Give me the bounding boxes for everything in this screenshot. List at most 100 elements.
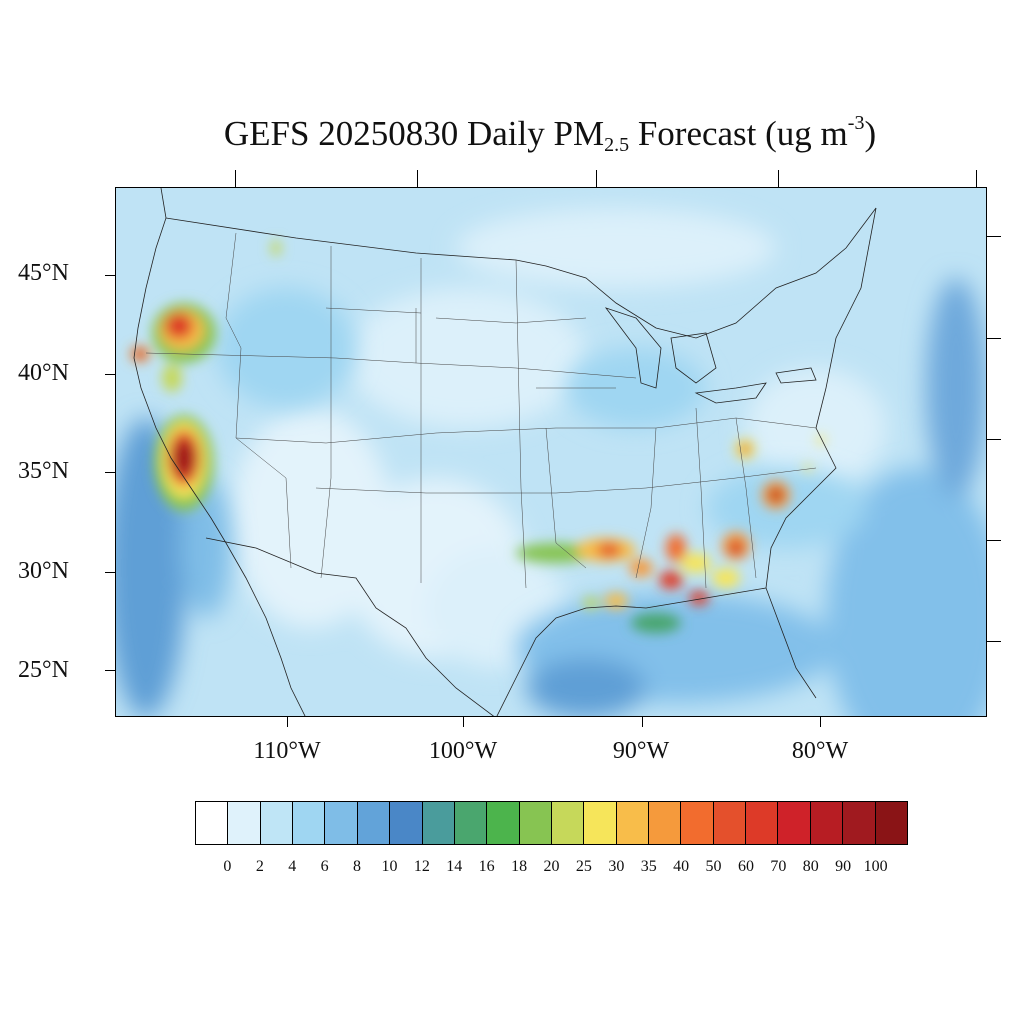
colorbar-bin bbox=[616, 802, 650, 844]
colorbar-bin bbox=[228, 802, 261, 844]
state-line bbox=[225, 232, 292, 569]
state-line bbox=[320, 246, 332, 579]
colorbar-tick-label: 8 bbox=[353, 858, 362, 875]
colorbar-bin bbox=[519, 802, 552, 844]
band-georgia-core bbox=[729, 541, 743, 555]
colorbar-tick-label: 0 bbox=[223, 858, 232, 875]
colorbar-bin bbox=[422, 802, 455, 844]
top-tick bbox=[596, 170, 597, 187]
state-line bbox=[735, 417, 757, 579]
plume-norcal-core bbox=[165, 313, 193, 339]
colorbar-bin bbox=[325, 802, 358, 844]
title-suffix: ) bbox=[864, 114, 877, 153]
colorbar-bin bbox=[875, 802, 907, 844]
colorbar-tick-label: 14 bbox=[446, 858, 463, 875]
band-south-ms bbox=[659, 571, 683, 589]
lake-huron bbox=[670, 332, 717, 384]
lon-label-110w: 110°W bbox=[253, 738, 321, 764]
lat-label-35n: 35°N bbox=[18, 458, 69, 484]
east-coastline bbox=[765, 207, 877, 699]
colorbar-tick-label: 18 bbox=[511, 858, 528, 875]
state-line bbox=[635, 427, 657, 579]
boundaries bbox=[133, 188, 877, 716]
lon-tick bbox=[642, 717, 643, 727]
map-canvas bbox=[116, 188, 986, 716]
colorbar-bin bbox=[260, 802, 294, 844]
idaho-moderate bbox=[216, 288, 356, 408]
lake-ontario bbox=[775, 367, 817, 384]
state-line bbox=[545, 427, 587, 569]
lat-tick bbox=[105, 374, 115, 375]
colorbar-tick-label: 40 bbox=[673, 858, 690, 875]
colorbar bbox=[195, 801, 908, 845]
band-new-orleans bbox=[604, 593, 628, 609]
midwest-moderate bbox=[566, 348, 706, 428]
state-lines bbox=[145, 232, 817, 589]
colorbar-bin bbox=[746, 802, 779, 844]
colorbar-tick-label: 70 bbox=[770, 858, 787, 875]
california-coast-moderate bbox=[181, 478, 231, 618]
lat-label-40n: 40°N bbox=[18, 360, 69, 386]
band-mississippi bbox=[629, 559, 653, 577]
colorbar-bin bbox=[487, 802, 520, 844]
top-tick bbox=[417, 170, 418, 187]
colorbar-tick-label: 25 bbox=[575, 858, 592, 875]
title-middle: Forecast (ug m bbox=[629, 114, 848, 153]
band-alabama-west bbox=[681, 553, 711, 573]
lat-tick bbox=[105, 472, 115, 473]
colorbar-tick-label: 60 bbox=[737, 858, 754, 875]
lon-tick bbox=[287, 717, 288, 727]
smoke-plumes bbox=[130, 240, 825, 633]
colorbar-tick-label: 4 bbox=[288, 858, 297, 875]
colorbar-bin bbox=[843, 802, 876, 844]
colorbar-bin bbox=[649, 802, 682, 844]
band-gulf-water bbox=[631, 613, 681, 633]
pm25-map bbox=[115, 187, 987, 717]
band-louisiana-core bbox=[597, 543, 621, 557]
band-louisiana-west bbox=[516, 543, 596, 563]
colorbar-tick-label: 50 bbox=[705, 858, 722, 875]
title-superscript: -3 bbox=[847, 112, 865, 134]
state-line bbox=[695, 407, 707, 589]
state-line bbox=[515, 259, 527, 589]
colorbar-tick-label: 35 bbox=[640, 858, 657, 875]
right-tick bbox=[987, 439, 1001, 440]
right-tick bbox=[987, 641, 1001, 642]
atlantic-north-moderate bbox=[926, 278, 986, 498]
canada-border-east bbox=[515, 207, 877, 339]
right-tick bbox=[987, 236, 1001, 237]
colorbar-tick-label: 2 bbox=[255, 858, 264, 875]
colorbar-tick-label: 90 bbox=[835, 858, 852, 875]
top-tick bbox=[778, 170, 779, 187]
lon-label-100w: 100°W bbox=[428, 738, 498, 764]
colorbar-tick-label: 80 bbox=[802, 858, 819, 875]
mexico-border bbox=[205, 537, 495, 716]
lon-label-80w: 80°W bbox=[791, 738, 849, 764]
canada-low-zone bbox=[456, 208, 776, 288]
top-tick bbox=[976, 170, 977, 187]
band-mobile bbox=[689, 591, 709, 605]
lat-tick bbox=[105, 670, 115, 671]
lake-erie bbox=[694, 382, 767, 404]
lat-tick bbox=[105, 275, 115, 276]
colorbar-bin bbox=[357, 802, 391, 844]
colorbar-tick-label: 16 bbox=[478, 858, 495, 875]
carolina-core bbox=[769, 488, 783, 502]
northern-plains-low-zone bbox=[346, 288, 586, 428]
colorbar-bin bbox=[551, 802, 585, 844]
lat-label-25n: 25°N bbox=[18, 657, 69, 683]
lat-label-45n: 45°N bbox=[18, 260, 69, 286]
colorbar-tick-label: 30 bbox=[608, 858, 625, 875]
colorbar-bin bbox=[713, 802, 747, 844]
colorbar-bin bbox=[390, 802, 423, 844]
atlantic-moderate bbox=[826, 468, 986, 716]
band-alabama bbox=[712, 568, 740, 588]
top-tick bbox=[235, 170, 236, 187]
colorbar-bin bbox=[196, 802, 229, 844]
west-coastline bbox=[133, 188, 306, 716]
right-tick bbox=[987, 540, 1001, 541]
state-line bbox=[325, 307, 422, 314]
band-new-orleans-west bbox=[583, 597, 599, 609]
title-prefix: GEFS 20250830 Daily PM bbox=[223, 114, 605, 153]
colorbar-bin bbox=[293, 802, 326, 844]
